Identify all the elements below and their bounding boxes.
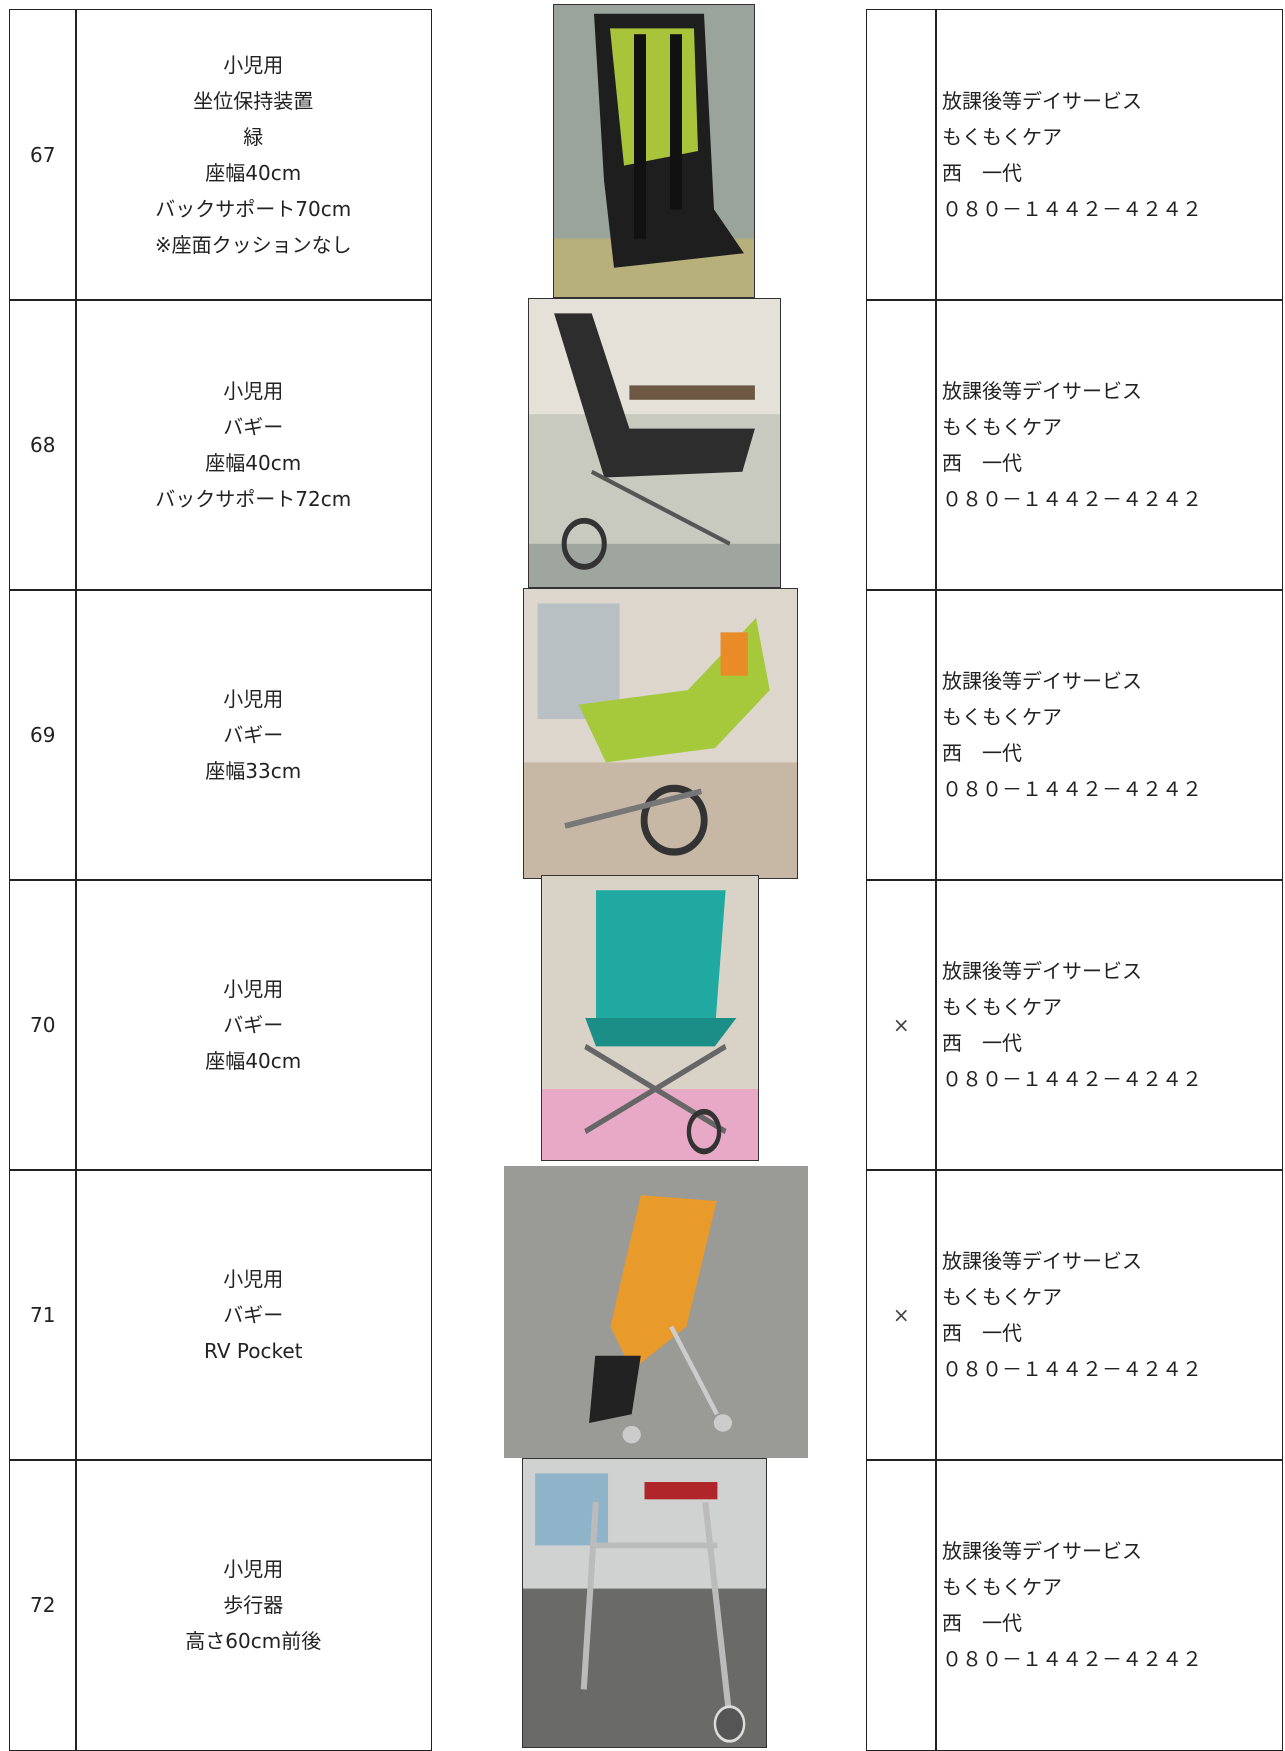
- contact-cell: 放課後等デイサービス もくもくケア西 一代 ０８０－１４４２－４２４２: [935, 589, 1283, 881]
- description-line: 小児用: [223, 378, 284, 403]
- contact-line: 放課後等デイサービス: [942, 88, 1142, 113]
- description-cell: 小児用バギー座幅40cm: [75, 879, 432, 1171]
- description-line: 緑: [243, 124, 264, 149]
- contact-line: 放課後等デイサービス: [942, 1248, 1142, 1273]
- row-number: 68: [30, 432, 56, 457]
- contact-line: 西 一代: [942, 1030, 1022, 1055]
- mark-cell: ×: [866, 879, 937, 1171]
- contact-line: 西 一代: [942, 450, 1022, 475]
- contact-line: 西 一代: [942, 160, 1022, 185]
- description-line: 高さ60cm前後: [185, 1628, 322, 1653]
- contact-line: 放課後等デイサービス: [942, 958, 1142, 983]
- row-number: 71: [30, 1302, 56, 1327]
- contact-cell: 放課後等デイサービス もくもくケア西 一代 ０８０－１４４２－４２４２: [935, 299, 1283, 591]
- description-line: バギー: [223, 414, 284, 439]
- mark-cell: [866, 9, 937, 301]
- description-line: 小児用: [223, 1556, 284, 1581]
- description-line: 小児用: [223, 686, 284, 711]
- number-cell: 71: [9, 1169, 77, 1461]
- description-line: 座幅40cm: [205, 1048, 302, 1073]
- description-line: バックサポート70cm: [155, 196, 352, 221]
- description-line: バックサポート72cm: [155, 486, 352, 511]
- description-line: 歩行器: [223, 1592, 284, 1617]
- contact-line: 西 一代: [942, 1320, 1022, 1345]
- availability-mark: ×: [892, 1012, 910, 1037]
- photo: [528, 298, 781, 588]
- contact-line: もくもくケア: [942, 1284, 1062, 1309]
- description-line: バギー: [223, 1012, 284, 1037]
- contact-cell: 放課後等デイサービス もくもくケア西 一代 ０８０－１４４２－４２４２: [935, 9, 1283, 301]
- description-line: バギー: [223, 722, 284, 747]
- mark-cell: ×: [866, 1169, 937, 1461]
- mark-cell: [866, 299, 937, 591]
- row-number: 72: [30, 1592, 56, 1617]
- description-line: 小児用: [223, 976, 284, 1001]
- contact-line: ０８０－１４４２－４２４２: [942, 486, 1202, 511]
- description-line: ※座面クッションなし: [154, 232, 352, 257]
- row-number: 70: [30, 1012, 56, 1037]
- description-line: 座幅33cm: [205, 758, 302, 783]
- mark-cell: [866, 1459, 937, 1751]
- contact-line: ０８０－１４４２－４２４２: [942, 1646, 1202, 1671]
- contact-line: 西 一代: [942, 740, 1022, 765]
- photo: [522, 1458, 767, 1748]
- description-line: 坐位保持装置: [193, 88, 314, 113]
- contact-line: ０８０－１４４２－４２４２: [942, 776, 1202, 801]
- contact-line: ０８０－１４４２－４２４２: [942, 1066, 1202, 1091]
- photo: [523, 588, 798, 879]
- row-number: 69: [30, 722, 56, 747]
- description-cell: 小児用バギー座幅33cm: [75, 589, 432, 881]
- contact-line: 放課後等デイサービス: [942, 1538, 1142, 1563]
- row-number: 67: [30, 142, 56, 167]
- contact-line: もくもくケア: [942, 704, 1062, 729]
- description-line: 小児用: [223, 52, 284, 77]
- description-line: バギー: [223, 1302, 284, 1327]
- contact-line: ０８０－１４４２－４２４２: [942, 1356, 1202, 1381]
- number-cell: 68: [9, 299, 77, 591]
- description-cell: 小児用歩行器高さ60cm前後: [75, 1459, 432, 1751]
- contact-line: 西 一代: [942, 1610, 1022, 1635]
- mark-cell: [866, 589, 937, 881]
- description-line: 座幅40cm: [205, 450, 302, 475]
- contact-line: もくもくケア: [942, 414, 1062, 439]
- contact-line: 放課後等デイサービス: [942, 668, 1142, 693]
- photo: [504, 1166, 808, 1458]
- contact-line: もくもくケア: [942, 124, 1062, 149]
- description-cell: 小児用坐位保持装置緑座幅40cm バックサポート70cm ※座面クッションなし: [75, 9, 432, 301]
- description-line: 小児用: [223, 1266, 284, 1291]
- contact-line: ０８０－１４４２－４２４２: [942, 196, 1202, 221]
- availability-mark: ×: [892, 1302, 910, 1327]
- photo: [541, 875, 759, 1161]
- description-cell: 小児用バギー RV Pocket: [75, 1169, 432, 1461]
- contact-cell: 放課後等デイサービス もくもくケア西 一代 ０８０－１４４２－４２４２: [935, 1169, 1283, 1461]
- number-cell: 67: [9, 9, 77, 301]
- description-line: 座幅40cm: [205, 160, 302, 185]
- contact-line: もくもくケア: [942, 1574, 1062, 1599]
- contact-cell: 放課後等デイサービス もくもくケア西 一代 ０８０－１４４２－４２４２: [935, 1459, 1283, 1751]
- description-cell: 小児用バギー座幅40cm バックサポート72cm: [75, 299, 432, 591]
- number-cell: 72: [9, 1459, 77, 1751]
- number-cell: 69: [9, 589, 77, 881]
- number-cell: 70: [9, 879, 77, 1171]
- photo: [553, 4, 755, 298]
- contact-line: 放課後等デイサービス: [942, 378, 1142, 403]
- contact-cell: 放課後等デイサービス もくもくケア西 一代 ０８０－１４４２－４２４２: [935, 879, 1283, 1171]
- contact-line: もくもくケア: [942, 994, 1062, 1019]
- description-line: RV Pocket: [204, 1338, 303, 1363]
